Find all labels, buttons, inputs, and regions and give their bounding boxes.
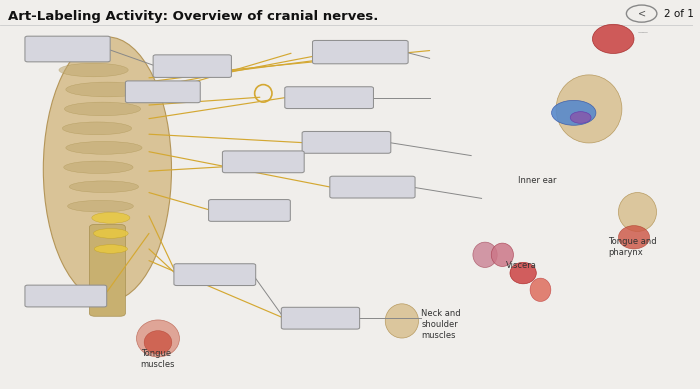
FancyBboxPatch shape bbox=[25, 285, 106, 307]
Text: Tongue
muscles: Tongue muscles bbox=[141, 349, 175, 370]
FancyBboxPatch shape bbox=[125, 81, 200, 103]
Text: 2 of 1: 2 of 1 bbox=[664, 9, 694, 19]
Text: Viscera: Viscera bbox=[506, 261, 537, 270]
FancyBboxPatch shape bbox=[302, 131, 391, 153]
FancyBboxPatch shape bbox=[330, 176, 415, 198]
Text: ——: —— bbox=[638, 31, 648, 35]
FancyBboxPatch shape bbox=[25, 36, 110, 62]
Text: Neck and
shoulder
muscles: Neck and shoulder muscles bbox=[421, 309, 461, 340]
FancyBboxPatch shape bbox=[285, 87, 374, 109]
Ellipse shape bbox=[94, 228, 128, 238]
Ellipse shape bbox=[69, 181, 139, 193]
FancyBboxPatch shape bbox=[174, 264, 256, 286]
FancyBboxPatch shape bbox=[312, 40, 408, 64]
Ellipse shape bbox=[473, 242, 497, 268]
Ellipse shape bbox=[491, 243, 513, 266]
Text: Inner ear: Inner ear bbox=[518, 176, 556, 185]
Ellipse shape bbox=[618, 193, 657, 231]
Ellipse shape bbox=[66, 142, 142, 154]
Ellipse shape bbox=[144, 331, 172, 354]
Ellipse shape bbox=[43, 37, 172, 301]
Ellipse shape bbox=[64, 161, 133, 173]
Ellipse shape bbox=[510, 263, 536, 284]
Ellipse shape bbox=[92, 212, 130, 223]
Ellipse shape bbox=[94, 245, 127, 253]
Ellipse shape bbox=[530, 278, 551, 301]
FancyBboxPatch shape bbox=[90, 224, 125, 316]
FancyBboxPatch shape bbox=[153, 55, 232, 77]
Ellipse shape bbox=[64, 102, 141, 116]
FancyBboxPatch shape bbox=[223, 151, 304, 173]
Ellipse shape bbox=[136, 320, 179, 357]
Text: <: < bbox=[638, 8, 645, 18]
Ellipse shape bbox=[618, 226, 650, 249]
Ellipse shape bbox=[66, 82, 149, 97]
Ellipse shape bbox=[592, 25, 634, 53]
Ellipse shape bbox=[556, 75, 622, 143]
Circle shape bbox=[570, 112, 591, 123]
Ellipse shape bbox=[62, 122, 132, 135]
Ellipse shape bbox=[385, 304, 419, 338]
Ellipse shape bbox=[59, 63, 128, 77]
FancyBboxPatch shape bbox=[209, 200, 290, 221]
Ellipse shape bbox=[68, 200, 134, 212]
Circle shape bbox=[552, 100, 596, 125]
Text: Art-Labeling Activity: Overview of cranial nerves.: Art-Labeling Activity: Overview of crani… bbox=[8, 10, 379, 23]
FancyBboxPatch shape bbox=[281, 307, 360, 329]
Text: Tongue and
pharynx: Tongue and pharynx bbox=[608, 237, 657, 258]
